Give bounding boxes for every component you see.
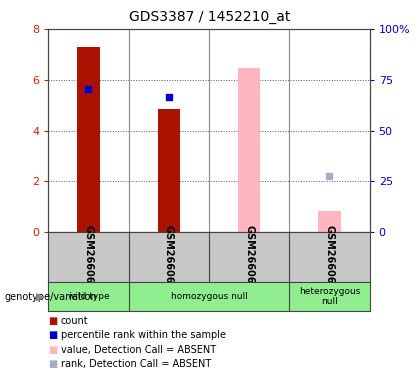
Text: percentile rank within the sample: percentile rank within the sample xyxy=(61,330,226,340)
Text: ■: ■ xyxy=(48,359,58,369)
Text: homozygous null: homozygous null xyxy=(171,292,247,301)
Bar xyxy=(77,46,100,232)
Text: GSM266061: GSM266061 xyxy=(164,225,174,290)
Text: value, Detection Call = ABSENT: value, Detection Call = ABSENT xyxy=(61,345,216,355)
Text: GSM266062: GSM266062 xyxy=(244,225,254,290)
Text: GDS3387 / 1452210_at: GDS3387 / 1452210_at xyxy=(129,10,291,23)
Bar xyxy=(238,68,260,232)
Bar xyxy=(158,109,180,232)
Text: GSM266064: GSM266064 xyxy=(324,225,334,290)
Text: ■: ■ xyxy=(48,316,58,326)
Bar xyxy=(318,211,341,232)
Text: ■: ■ xyxy=(48,330,58,340)
Text: count: count xyxy=(61,316,89,326)
Text: rank, Detection Call = ABSENT: rank, Detection Call = ABSENT xyxy=(61,359,211,369)
Text: heterozygous
null: heterozygous null xyxy=(299,287,360,306)
Text: ▶: ▶ xyxy=(36,291,44,302)
Text: wild type: wild type xyxy=(68,292,109,301)
Text: ■: ■ xyxy=(48,345,58,355)
Text: genotype/variation: genotype/variation xyxy=(4,291,97,302)
Text: GSM266063: GSM266063 xyxy=(84,225,94,290)
